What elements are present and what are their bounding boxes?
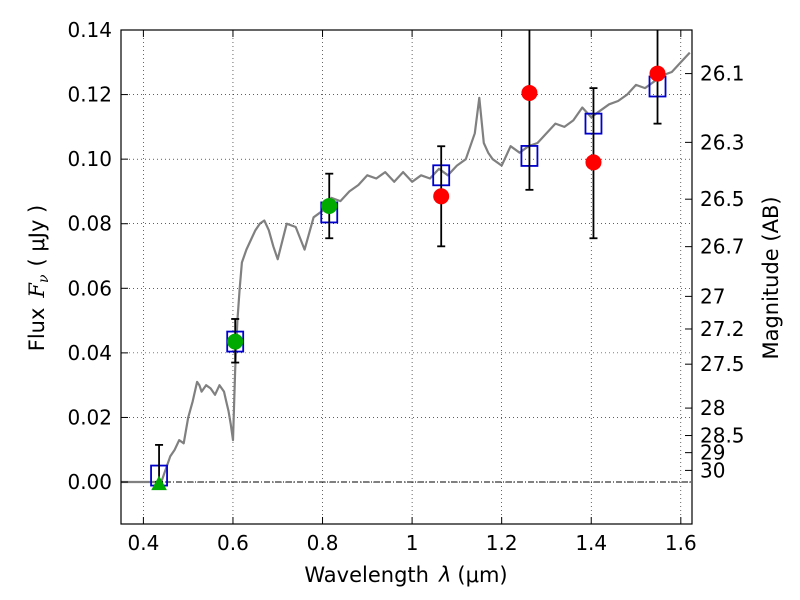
y-tick-label: 0.02 <box>67 405 112 429</box>
y-axis-label-subscript: ν <box>36 274 52 283</box>
observed-circle-point <box>227 333 244 350</box>
y2-tick-label: 27.2 <box>700 317 745 341</box>
observed-circle-point <box>649 65 666 82</box>
observed-circle-point <box>433 188 450 205</box>
y-axis-label-symbol: F <box>25 282 49 299</box>
y2-tick-label: 26.5 <box>700 187 745 211</box>
plot-area <box>121 30 691 491</box>
y-tick-label: 0.04 <box>67 341 112 365</box>
y2-tick-label: 27.5 <box>700 352 745 376</box>
y2-tick-label: 26.3 <box>700 130 745 154</box>
ticks: 0.4 0.6 0.8 1 1.2 1.4 1.6 0.00 0.02 0.04 0.06 0.08 0… <box>67 18 744 555</box>
x-axis-label-unit: (μm) <box>457 563 507 587</box>
x-axis-label-symbol: λ <box>438 563 451 587</box>
x-axis-label: Wavelength λ (μm) <box>304 563 507 587</box>
y-tick-label: 0.06 <box>67 276 112 300</box>
x-tick-label: 1.6 <box>665 531 697 555</box>
observed-circle-point <box>585 154 602 171</box>
y-tick-label: 0.10 <box>67 147 112 171</box>
spectrum-line <box>121 51 691 484</box>
observed-triangle-point <box>151 475 167 491</box>
x-tick-label: 0.6 <box>217 531 249 555</box>
x-axis-label-text: Wavelength <box>304 563 429 587</box>
y2-tick-label: 26.7 <box>700 235 745 259</box>
y2-tick-label: 28 <box>700 396 725 420</box>
y-tick-label: 0.12 <box>67 83 112 107</box>
y2-axis-label: Magnitude (AB) <box>759 196 783 359</box>
y-tick-label: 0.00 <box>67 470 112 494</box>
y2-tick-label: 27 <box>700 284 725 308</box>
y2-tick-label: 26.1 <box>700 62 745 86</box>
y-axis-label-text: Flux <box>25 308 49 352</box>
y2-tick-label: 28.5 <box>700 424 745 448</box>
plot-frame <box>120 29 693 525</box>
observed-circle-point <box>521 84 538 101</box>
x-tick-label: 1 <box>406 531 419 555</box>
y2-tick-label: 30 <box>700 458 725 482</box>
y2-tick-label: 29 <box>700 441 725 465</box>
y-axis-label-unit: ( μJy ) <box>25 205 49 267</box>
x-tick-label: 1.4 <box>575 531 607 555</box>
x-tick-label: 0.8 <box>307 531 339 555</box>
y-axis-label: Flux Fν ( μJy ) <box>25 205 52 351</box>
x-tick-label: 1.2 <box>486 531 518 555</box>
x-tick-label: 0.4 <box>127 531 159 555</box>
observed-circle-point <box>321 197 338 214</box>
y-tick-label: 0.14 <box>67 18 112 42</box>
y-tick-label: 0.08 <box>67 212 112 236</box>
